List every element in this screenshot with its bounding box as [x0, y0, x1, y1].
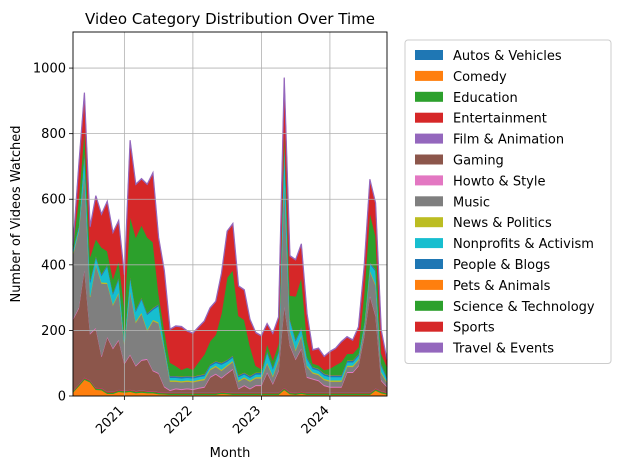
- x-tick-label: 2024: [299, 403, 333, 437]
- legend-swatch: [415, 238, 443, 249]
- legend-label: Sports: [453, 321, 495, 336]
- y-tick-label: 200: [41, 324, 66, 339]
- legend-swatch: [415, 342, 443, 353]
- legend-frame: [404, 39, 612, 364]
- legend-swatch: [415, 321, 443, 332]
- legend-label: Music: [453, 195, 490, 210]
- y-tick-label: 0: [58, 390, 66, 405]
- legend-label: Entertainment: [453, 112, 547, 127]
- legend-label: Nonprofits & Activism: [453, 237, 594, 252]
- plot-frame: [72, 31, 388, 397]
- plot-area: 0 200 400 600 800 1000 2021 2022 2023 2024: [33, 31, 388, 437]
- x-axis-label: Month: [210, 446, 251, 461]
- x-tick-label: 2021: [93, 403, 127, 437]
- legend-label: Comedy: [453, 70, 507, 85]
- legend-swatch: [415, 279, 443, 290]
- legend-label: Science & Technology: [453, 300, 595, 315]
- legend-swatch: [415, 259, 443, 269]
- y-tick-label: 800: [41, 127, 66, 142]
- y-tick-label: 600: [41, 193, 66, 208]
- legend-swatch: [415, 154, 443, 165]
- x-tick-label: 2023: [230, 403, 264, 437]
- legend-label: Howto & Style: [453, 174, 545, 189]
- legend-swatch: [415, 175, 443, 186]
- legend-label: Education: [453, 91, 518, 106]
- legend-label: Film & Animation: [453, 133, 564, 148]
- legend: Autos & Vehicles Comedy Education Entertain…: [404, 39, 612, 364]
- chart-title: Video Category Distribution Over Time: [85, 10, 375, 28]
- legend-label: Autos & Vehicles: [453, 49, 562, 64]
- legend-swatch: [415, 91, 443, 102]
- legend-swatch: [415, 50, 443, 60]
- legend-label: Travel & Events: [452, 342, 554, 357]
- legend-swatch: [415, 196, 443, 207]
- y-axis-label: Number of Videos Watched: [9, 125, 24, 302]
- x-tick-label: 2022: [162, 403, 196, 437]
- legend-swatch: [415, 300, 443, 311]
- y-tick-label: 1000: [33, 62, 66, 77]
- legend-label: News & Politics: [453, 216, 552, 231]
- legend-swatch: [415, 217, 443, 228]
- legend-swatch: [415, 112, 443, 123]
- stack-top-line: [72, 77, 388, 361]
- legend-swatch: [415, 70, 443, 81]
- legend-swatch: [415, 133, 443, 144]
- legend-label: Gaming: [453, 154, 504, 169]
- legend-label: Pets & Animals: [453, 279, 551, 294]
- legend-label: People & Blogs: [453, 258, 550, 273]
- y-tick-label: 400: [41, 258, 66, 273]
